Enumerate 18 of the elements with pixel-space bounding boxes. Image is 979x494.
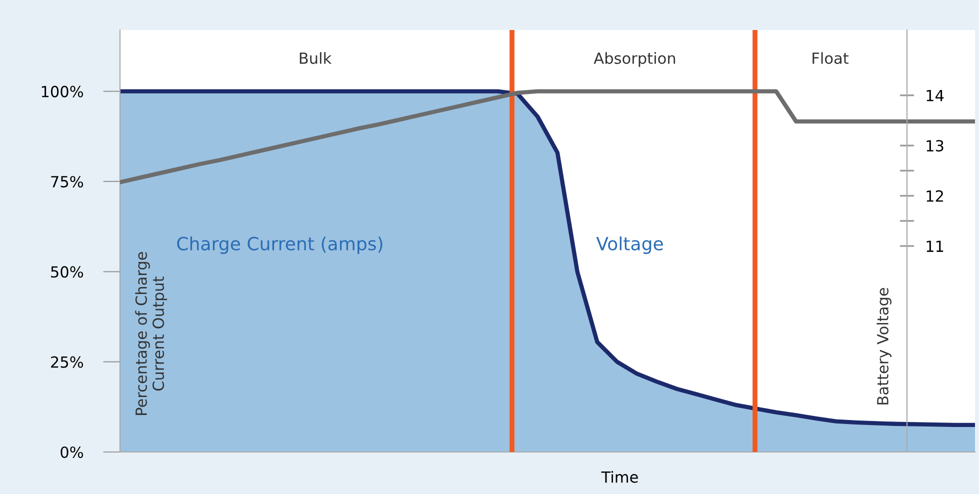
y-tick-label: 0% — [60, 446, 84, 458]
y-tick-label: 25% — [51, 356, 84, 368]
y-tick-label: 75% — [51, 176, 84, 188]
annotation: Bulk — [300, 52, 332, 64]
x-axis-title: Time — [601, 470, 638, 483]
y2-tick-label: 11 — [926, 240, 944, 252]
line-series — [120, 89, 975, 184]
annotation: Charge Current (amps) — [177, 236, 382, 254]
y2-axis-title: Battery Voltage — [876, 288, 892, 404]
y-tick-label: 100% — [42, 86, 84, 98]
annotation: Absorption — [594, 52, 676, 67]
annotation: Float — [812, 52, 848, 64]
y2-tick-label: 13 — [926, 140, 944, 152]
y2-tick-label: 14 — [926, 90, 944, 102]
y-axis-title: Percentage of Charge Current Output — [135, 252, 168, 415]
y2-tick-label: 12 — [926, 190, 943, 202]
annotation: Voltage — [596, 236, 663, 254]
y-tick-label: 50% — [51, 266, 84, 278]
